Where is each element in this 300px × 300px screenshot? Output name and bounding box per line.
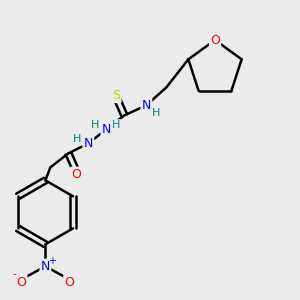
Text: O: O [71,168,81,181]
Text: O: O [16,276,26,289]
Text: N: N [142,99,151,112]
Text: N: N [102,123,111,136]
Text: H: H [112,120,121,130]
Text: -: - [12,269,16,279]
Text: N: N [41,260,50,273]
Text: O: O [64,276,74,289]
Text: H: H [152,108,160,118]
Text: S: S [112,89,120,102]
Text: N: N [84,137,93,150]
Text: +: + [48,256,56,266]
Text: H: H [91,120,100,130]
Text: O: O [210,34,220,46]
Text: H: H [73,134,82,144]
